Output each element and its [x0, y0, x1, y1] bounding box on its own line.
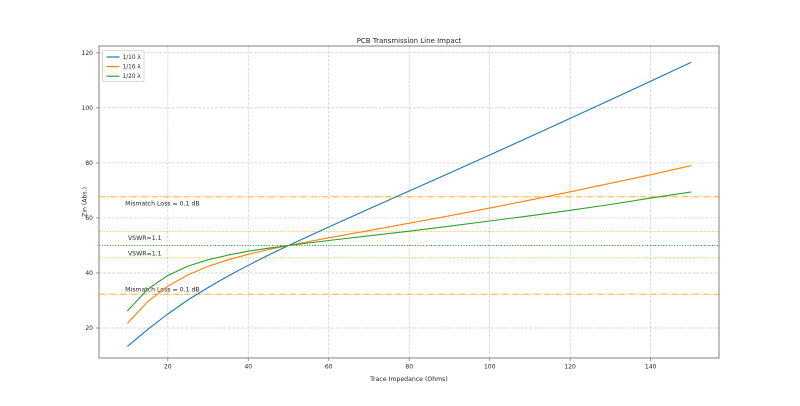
x-tick-label: 80	[405, 364, 413, 371]
y-tick-label: 20	[85, 325, 93, 332]
x-axis-label: Trace Impedance (Ohms)	[369, 376, 448, 383]
x-tick-label: 40	[244, 364, 252, 371]
y-axis-label: Zin (Abs.)	[82, 187, 89, 217]
series-curve-0	[127, 61, 692, 347]
x-axis: 20 40 60 80 100 120 140	[164, 358, 657, 371]
y-tick-label: 60	[85, 215, 93, 222]
gridlines	[99, 46, 719, 358]
x-tick-label: 20	[164, 364, 172, 371]
reference-label-0: Mismatch Loss = 0.1 dB	[125, 200, 200, 207]
reference-label-3: VSWR=1.1	[128, 250, 162, 257]
reference-label-1: VSWR=1.1	[128, 235, 162, 242]
y-tick-label: 40	[85, 270, 93, 277]
y-tick-label: 80	[85, 160, 93, 167]
legend-label-1: 1/16 λ	[123, 65, 142, 71]
chart-title: PCB Transmission Line Impact	[357, 37, 462, 45]
x-tick-label: 140	[645, 364, 657, 371]
legend-label-2: 1/20 λ	[123, 74, 142, 80]
x-tick-label: 100	[484, 364, 496, 371]
y-tick-label: 100	[82, 105, 94, 112]
y-tick-label: 120	[82, 50, 94, 57]
legend: 1/10 λ 1/16 λ 1/20 λ	[102, 50, 145, 82]
x-tick-label: 60	[325, 364, 333, 371]
y-axis: 20 40 60 80 100 120	[82, 50, 99, 332]
legend-box	[102, 50, 145, 82]
x-tick-label: 120	[564, 364, 576, 371]
legend-label-0: 1/10 λ	[123, 55, 142, 61]
series-curve-2	[127, 191, 692, 312]
series-curve-1	[127, 165, 692, 324]
